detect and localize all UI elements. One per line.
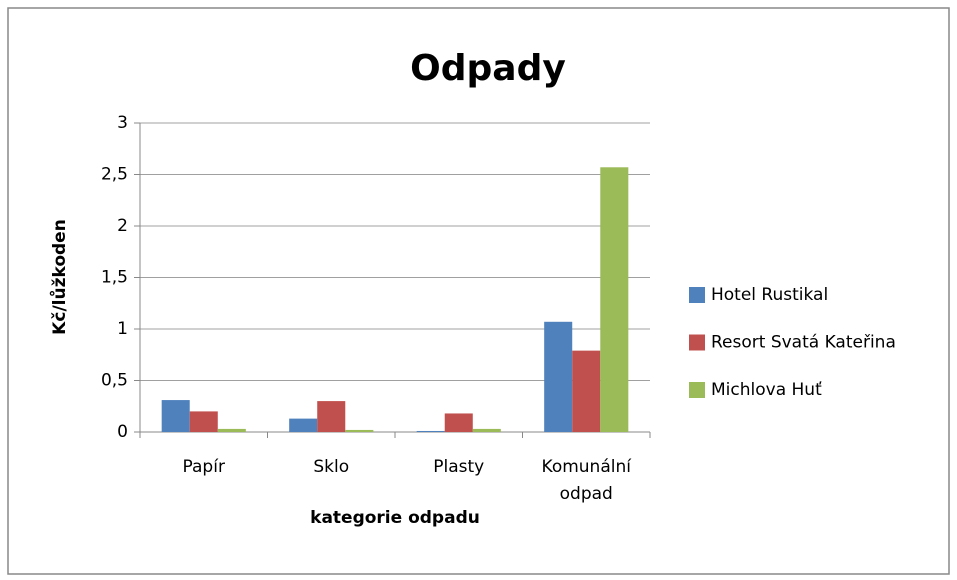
y-tick-label: 0,5 [101, 371, 128, 391]
y-tick-label: 2 [117, 216, 128, 236]
bar [416, 430, 445, 432]
bar [189, 411, 218, 432]
legend-label: Michlova Huť [711, 380, 822, 400]
chart-title: Odpady [410, 48, 566, 89]
x-tick-label-box: Komunální odpad [541, 457, 631, 504]
x-tick-label: Plasty [433, 457, 485, 477]
y-tick-label: 1 [117, 319, 128, 339]
legend-swatch [689, 382, 705, 398]
x-tick-label: Papír [182, 457, 225, 477]
legend-label: Resort Svatá Kateřina [711, 333, 896, 353]
y-tick-label: 1,5 [101, 268, 128, 288]
x-tick-label-box: Papír [182, 457, 225, 477]
bar [600, 167, 629, 433]
chart-frame [7, 7, 950, 575]
y-tick-label: 0 [117, 422, 128, 442]
bar [444, 413, 473, 432]
x-tick-label: Sklo [313, 457, 350, 477]
bar [345, 429, 374, 432]
legend-label: Hotel Rustikal [711, 285, 828, 305]
legend-swatch [689, 287, 705, 303]
y-axis-label: Kč/lůžkoden [48, 219, 70, 335]
bar [217, 428, 246, 432]
x-axis-label: kategorie odpadu [310, 508, 480, 528]
y-tick-label: 3 [117, 113, 128, 133]
bar [472, 428, 501, 432]
bar [161, 400, 190, 432]
bar [544, 321, 573, 432]
x-tick-label: Komunální odpad [541, 457, 631, 504]
x-tick-label-box: Plasty [433, 457, 485, 477]
y-tick-label: 2,5 [101, 165, 128, 185]
bar [317, 401, 346, 432]
legend-swatch [689, 334, 705, 351]
x-tick-label-box: Sklo [313, 457, 350, 477]
bar [289, 418, 318, 432]
bar [572, 350, 601, 432]
